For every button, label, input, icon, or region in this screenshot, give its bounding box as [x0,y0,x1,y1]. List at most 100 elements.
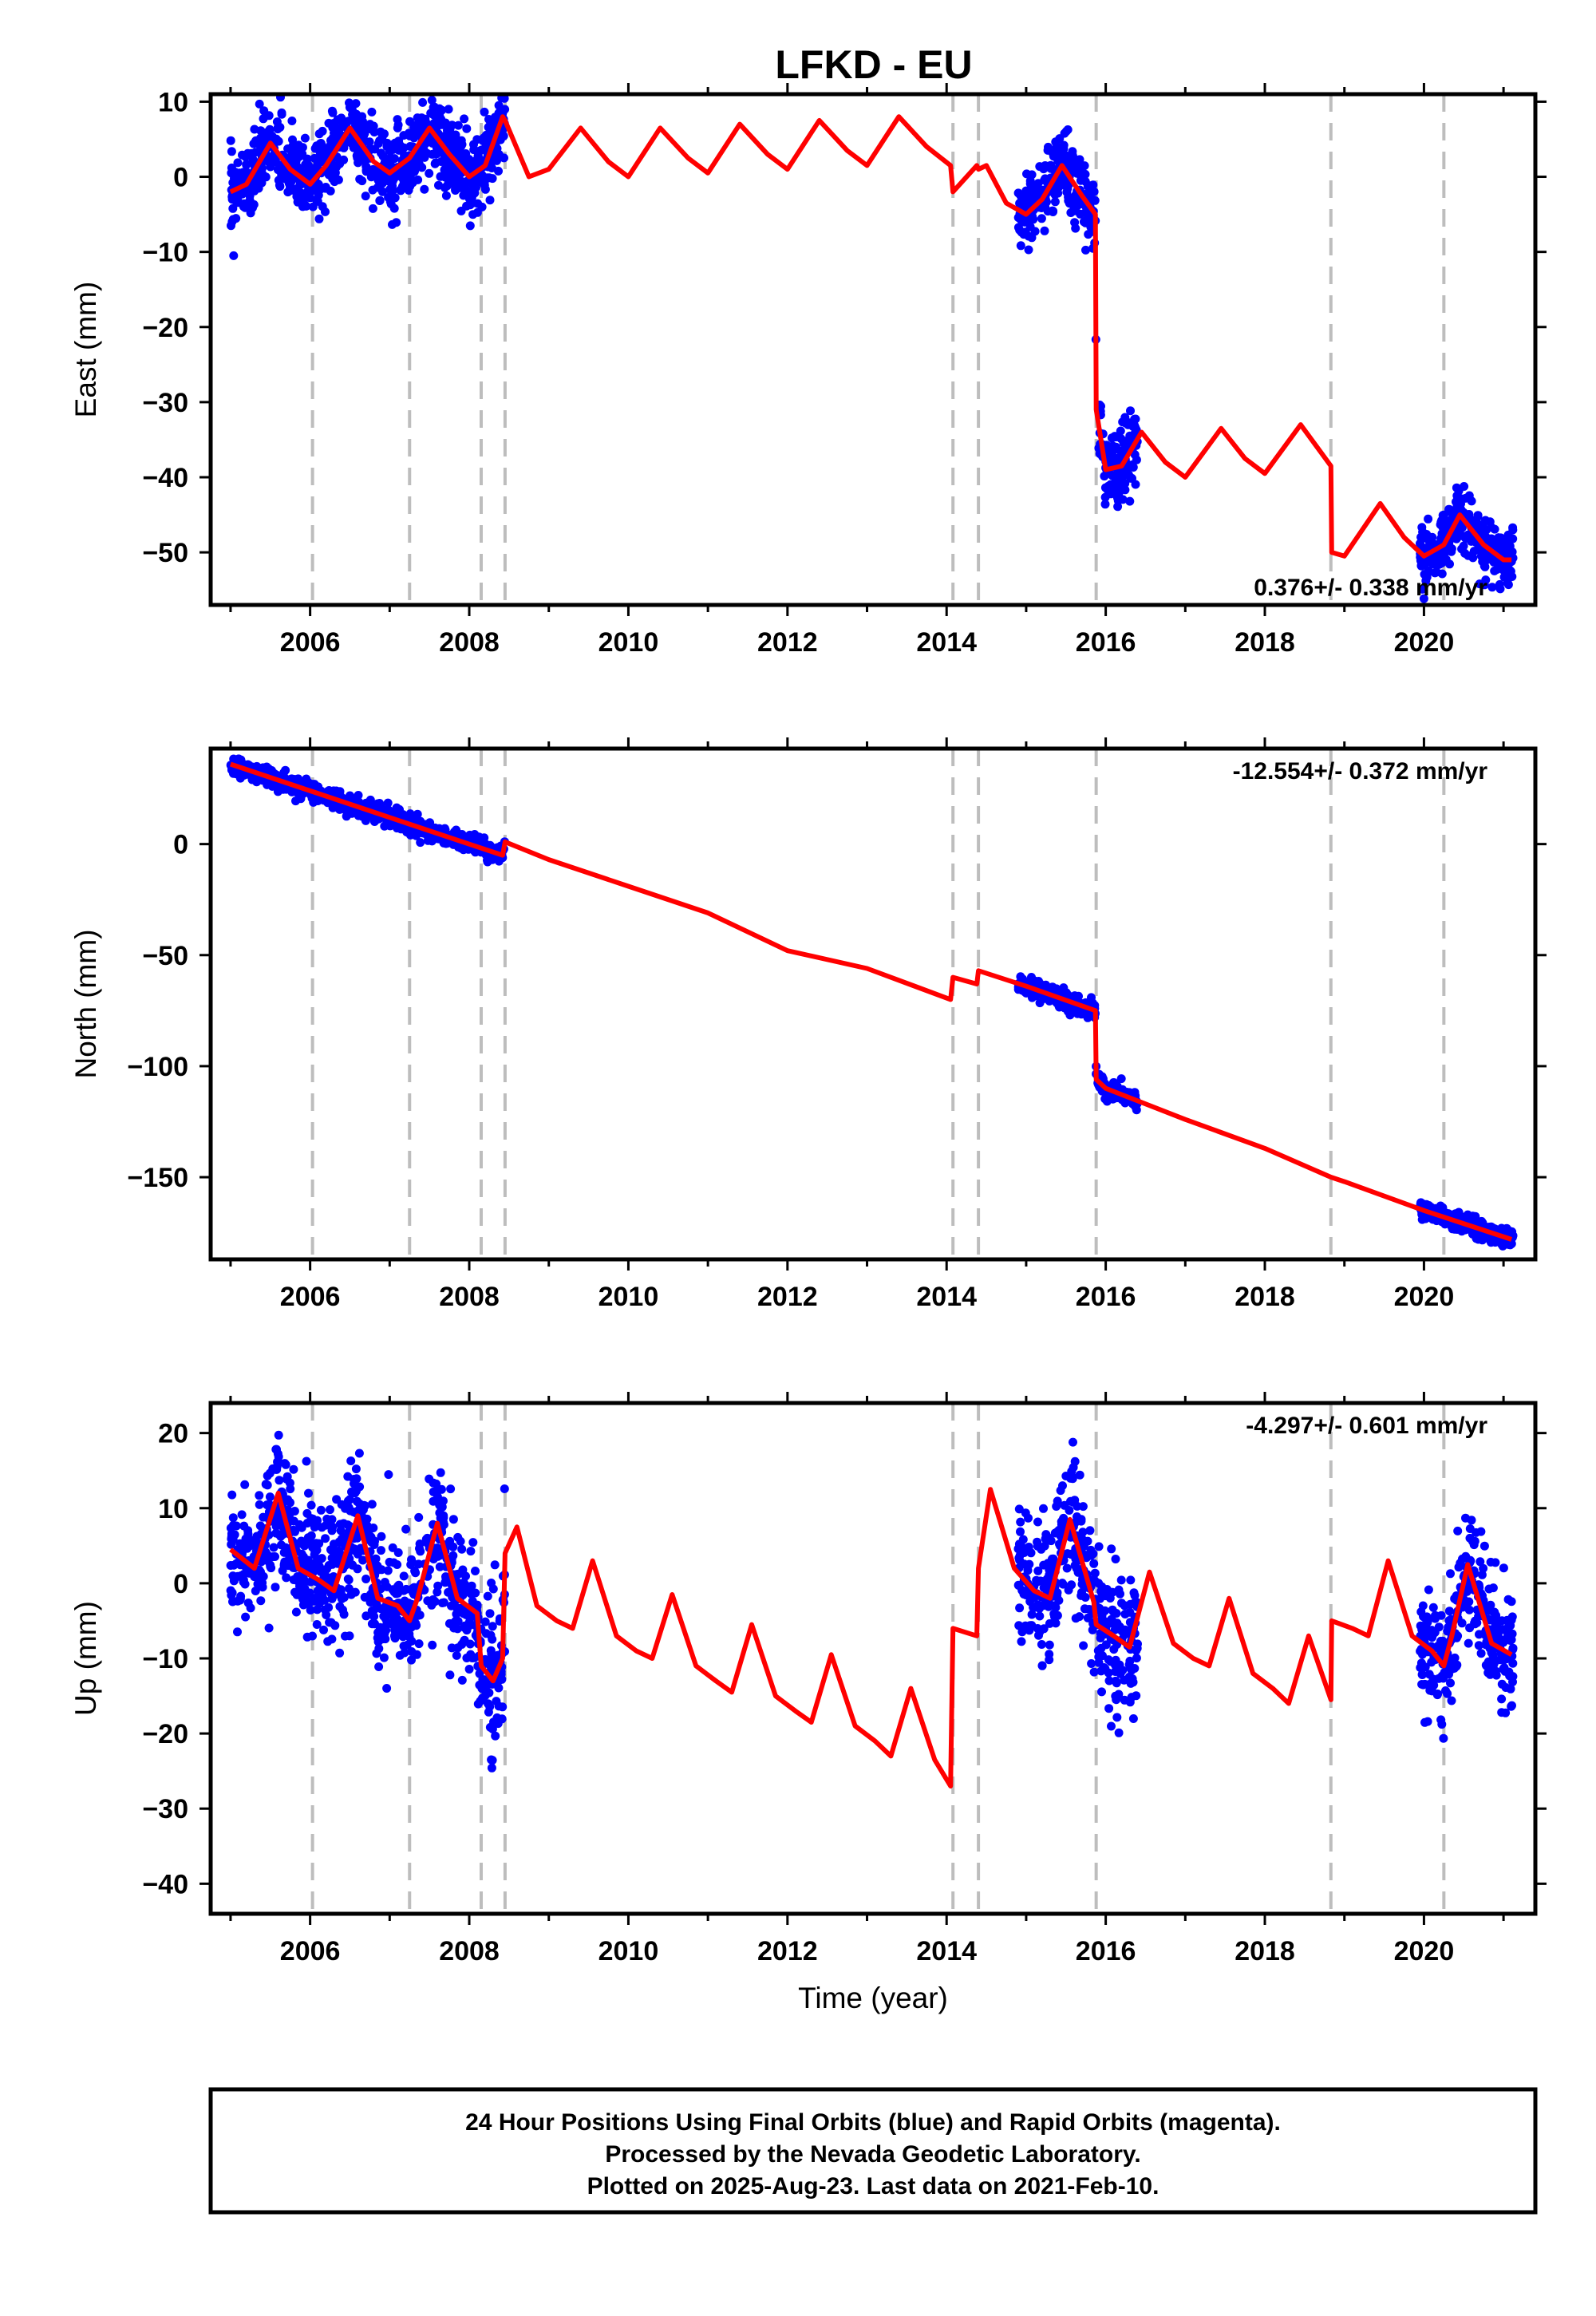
east-data-point [468,210,478,219]
up-data-point [1082,1553,1092,1563]
up-panel: 2006 2008 2010 2012 2014 2016 2018 2020 20100−1… [69,1392,1547,2014]
up-data-point [319,1586,329,1595]
up-y-tick-label: 20 [158,1419,188,1449]
up-data-point [464,1665,474,1674]
east-data-point [1037,214,1046,223]
up-data-point [1069,1437,1077,1447]
up-data-point [1420,1717,1429,1727]
east-data-point [456,141,466,151]
up-data-point [1107,1614,1116,1624]
up-data-point [389,1621,398,1630]
up-data-point [1025,1559,1034,1569]
up-data-point [1058,1481,1067,1491]
up-data-point [1037,1544,1046,1554]
up-data-point [289,1464,298,1474]
up-data-point [1045,1640,1054,1650]
east-data-point [462,124,472,133]
up-data-point [480,1617,490,1626]
up-data-points [226,1430,1518,1773]
east-data-point [250,186,259,196]
up-data-point [457,1675,467,1685]
east-data-point [1474,543,1483,553]
north-x-tick-label: 2014 [916,1282,977,1312]
up-data-point [1446,1678,1455,1688]
east-x-ticks: 2006 2008 2010 2012 2014 2016 2018 2020 [229,83,1505,658]
east-x-tick-label: 2010 [598,627,659,658]
east-data-point [1025,179,1035,188]
east-y-tick-label: −50 [142,538,188,568]
east-data-point [378,152,388,161]
up-data-point [1075,1470,1084,1480]
up-data-point [351,1464,361,1474]
east-data-point [1124,417,1132,427]
up-data-point [1422,1629,1432,1638]
up-data-point [1503,1595,1513,1604]
up-data-point [399,1586,409,1595]
up-data-point [1104,1655,1113,1665]
up-data-point [407,1655,416,1665]
up-data-point [323,1637,333,1646]
east-data-point [1445,559,1454,569]
east-data-point [1017,227,1026,237]
up-data-point [488,1622,497,1631]
up-data-point [423,1533,432,1543]
east-data-point [389,204,399,213]
up-data-point [1444,1616,1454,1626]
up-data-point [1021,1591,1031,1599]
up-data-point [354,1506,363,1516]
up-data-point [1428,1603,1438,1612]
up-data-point [401,1524,411,1534]
east-data-point [1024,245,1033,255]
east-data-point [245,196,255,205]
east-data-point [1439,510,1448,520]
east-data-point [448,144,458,153]
east-data-point [251,136,261,145]
east-data-point [355,175,365,184]
east-data-point [1090,196,1100,205]
east-data-point [328,108,338,117]
east-data-point [1100,492,1110,502]
up-data-point [484,1699,493,1709]
east-data-point [1015,199,1025,208]
up-data-point [1120,1610,1130,1618]
up-data-point [317,1523,326,1532]
up-data-point [1472,1528,1481,1537]
east-data-point [1420,570,1429,579]
up-data-point [1508,1643,1518,1653]
up-data-point [1033,1577,1042,1587]
up-data-point [1104,1676,1114,1686]
up-data-point [446,1484,456,1494]
up-data-point [1499,1563,1508,1573]
up-data-point [1114,1585,1124,1595]
up-y-axis-label: Up (mm) [69,1601,102,1716]
east-data-point [393,115,402,124]
up-x-tick-label: 2018 [1235,1936,1295,1966]
up-data-point [487,1763,496,1773]
east-data-point [302,168,312,178]
east-data-point [1080,176,1090,186]
north-data-point [291,796,300,806]
up-data-point [379,1653,389,1662]
up-data-point [1474,1641,1483,1650]
east-y-ticks: 100−10−20−30−40−50 [142,87,1547,568]
up-data-point [458,1565,468,1575]
north-panel: 2006 2008 2010 2012 2014 2016 2018 2020 0−50−10… [69,737,1547,1312]
east-data-point [377,176,386,185]
up-data-point [310,1523,319,1531]
up-data-point [1116,1669,1125,1678]
up-data-point [448,1515,458,1524]
east-data-point [277,170,286,180]
up-data-point [1446,1569,1455,1579]
east-data-point [1464,510,1474,519]
up-data-point [1479,1563,1488,1573]
up-data-point [263,1471,272,1480]
east-data-point [1024,198,1033,207]
up-data-point [491,1731,500,1741]
north-data-point [1428,1215,1437,1224]
up-data-point [380,1578,389,1587]
up-data-point [322,1611,331,1619]
east-data-point [384,192,393,202]
up-data-point [310,1547,320,1557]
east-data-point [226,136,235,145]
east-data-point [377,133,387,143]
